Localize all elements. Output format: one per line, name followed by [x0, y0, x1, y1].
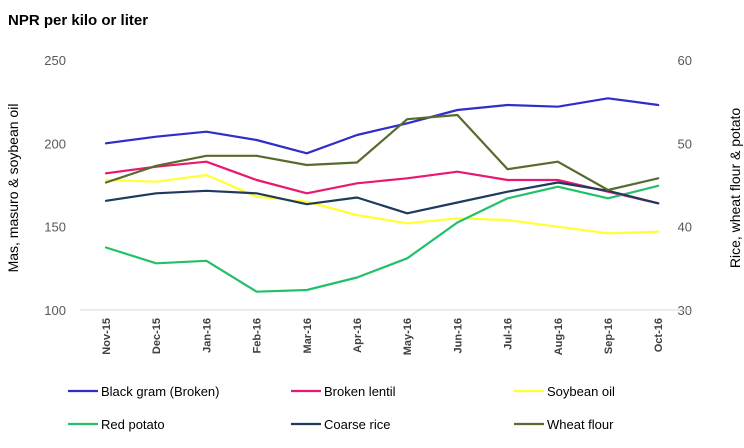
legend-label: Coarse rice [324, 417, 390, 432]
legend-label: Red potato [101, 417, 165, 432]
x-tick-label: Sep-16 [603, 318, 615, 354]
legend-label: Black gram (Broken) [101, 384, 219, 399]
x-tick-label: Aug-16 [553, 318, 565, 355]
legend-label: Wheat flour [547, 417, 614, 432]
series-line [104, 113, 660, 192]
right-tick-label: 50 [678, 136, 692, 151]
right-axis-title: Rice, wheat flour & potato [727, 108, 743, 269]
legend-label: Soybean oil [547, 384, 615, 399]
left-tick-label: 100 [44, 303, 66, 318]
x-tick-label: Mar-16 [302, 318, 314, 353]
series-line [104, 173, 660, 235]
right-tick-label: 60 [678, 53, 692, 68]
legend-label: Broken lentil [324, 384, 396, 399]
x-tick-label: Apr-16 [352, 318, 364, 353]
left-tick-label: 200 [44, 136, 66, 151]
x-tick-label: Feb-16 [252, 318, 264, 353]
left-axis-ticks: 100 150 200 250 [44, 53, 66, 318]
x-tick-label: Jan-16 [201, 318, 213, 353]
x-axis-ticks: Nov-15 Dec-15 Jan-16 Feb-16 Mar-16 Apr-16 May-… [101, 318, 665, 355]
series-lines [104, 97, 660, 293]
right-tick-label: 40 [678, 220, 692, 235]
left-tick-label: 250 [44, 53, 66, 68]
left-tick-label: 150 [44, 220, 66, 235]
series-line [104, 184, 660, 293]
chart-legend: Black gram (Broken) Broken lentil Soybean … [68, 384, 615, 432]
series-line [104, 97, 660, 155]
x-tick-label: Dec-15 [151, 318, 163, 354]
series-line [104, 160, 660, 205]
x-tick-label: Jun-16 [452, 318, 464, 353]
x-tick-label: Jul-16 [503, 318, 515, 350]
series-line [104, 181, 660, 215]
chart-title: NPR per kilo or liter [8, 12, 148, 29]
x-tick-label: May-16 [402, 318, 414, 355]
x-tick-label: Nov-15 [101, 318, 113, 355]
left-axis-title: Mas, masuro & soybean oil [5, 104, 21, 273]
x-tick-label: Oct-16 [653, 318, 665, 352]
